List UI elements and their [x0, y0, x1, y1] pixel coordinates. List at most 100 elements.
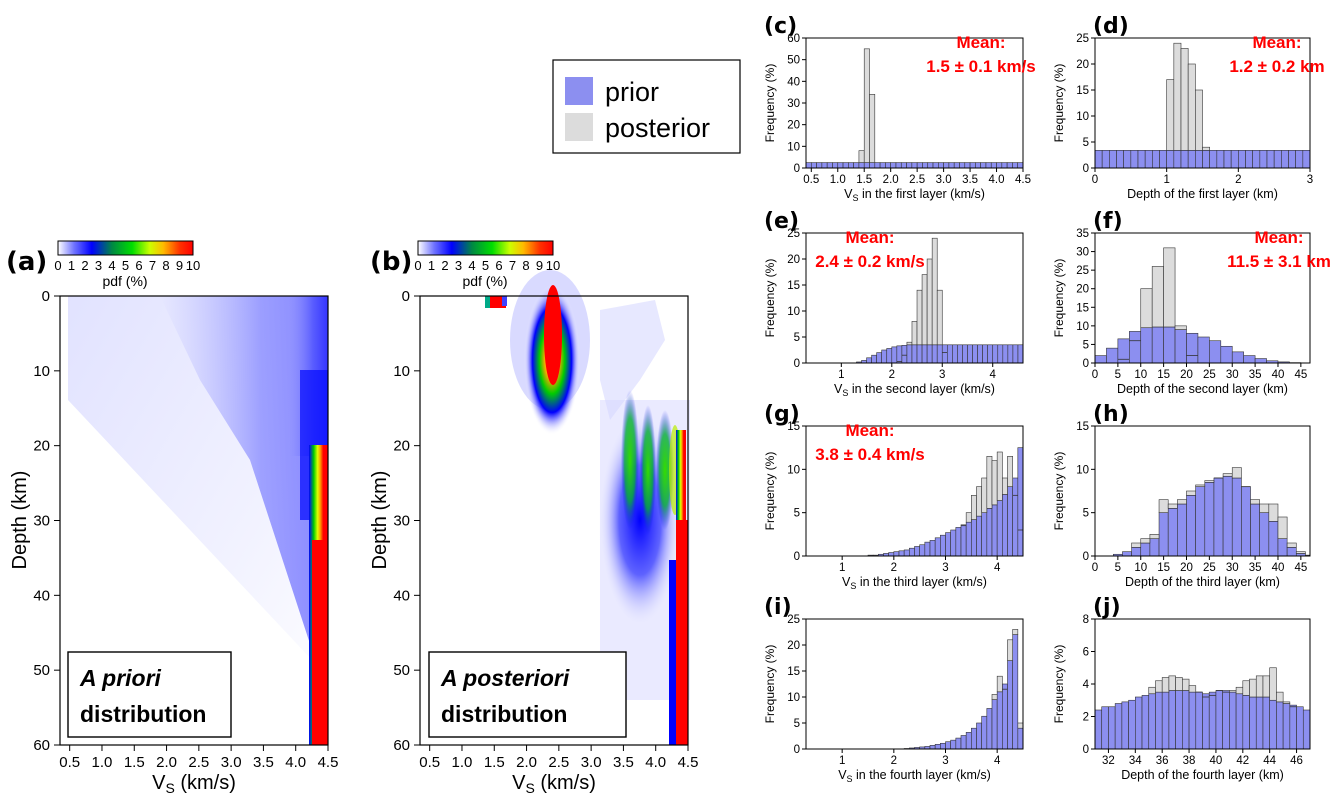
x-tick-label: 38: [1183, 755, 1196, 767]
x-tick-label: 3.5: [253, 754, 274, 771]
prior-bar: [1180, 150, 1189, 169]
y-tick-label: 25: [1076, 33, 1089, 45]
histogram-panels: (c)0.5 1.0 1.5 2.0 2.5 3.0 3.5 4.0 4.50102030405…: [763, 14, 1331, 784]
prior-bar: [929, 540, 936, 557]
mean-title: Mean:: [845, 421, 894, 440]
x-tick-label: 2.5: [548, 754, 569, 771]
prior-bar: [1216, 150, 1225, 169]
posterior-bar: [1131, 542, 1142, 548]
posterior-bar: [1188, 685, 1197, 693]
panel-a-inset-box: [67, 651, 232, 738]
prior-bar: [962, 344, 968, 364]
prior-bar: [863, 162, 870, 169]
x-tick-label: 1: [838, 369, 844, 381]
prior-bar: [960, 735, 967, 750]
prior-bar: [955, 737, 962, 750]
y-tick-label: 0: [1083, 163, 1089, 175]
posterior-bar: [1173, 42, 1182, 151]
panel-b-colorbar: [417, 240, 554, 256]
prior-bar: [947, 344, 953, 364]
posterior-bar: [1151, 266, 1164, 328]
x-tick-label: 20: [1180, 369, 1193, 381]
prior-bar: [945, 532, 951, 557]
y-tick-label: 10: [787, 692, 800, 704]
x-tick-label: 4.5: [678, 754, 699, 771]
prior-bar: [959, 162, 966, 169]
colorbar-tick-label: 0: [414, 258, 421, 273]
y-tick-label: 35: [1076, 228, 1089, 240]
prior-bar: [924, 541, 931, 557]
prior-bar: [911, 162, 918, 169]
panel-a: (a) 0 1 2 3 4 5 6 7 8 9 10 pdf (%) 0.5 1.0 1.5 2.0 2.5…: [6, 240, 339, 793]
histogram-panel: (e) 1 2 3 4 0 5 10 15 20 25 Frequency (%) VS in the …: [763, 209, 1024, 398]
y-tick-label: 0: [1083, 358, 1089, 370]
prior-bar: [929, 745, 936, 750]
prior-bar: [965, 521, 972, 557]
posterior-bar: [1007, 456, 1013, 487]
prior-bar: [976, 722, 982, 750]
panel-letter: (j): [1093, 595, 1121, 620]
prior-bar: [1252, 150, 1261, 169]
prior-bar: [1167, 508, 1178, 557]
x-tick-label: 3: [942, 562, 948, 574]
x-tick-label: 1.5: [484, 754, 505, 771]
prior-bar: [1159, 150, 1167, 169]
x-tick-label: 5: [1115, 562, 1121, 574]
posterior-bar: [1166, 79, 1175, 151]
histogram-panel: (c) 0.5 1.0 1.5 2.0 2.5 3.0 3.5 4.0 4.5 0 10 20 30 40 5…: [763, 14, 1036, 203]
prior-bar: [986, 508, 993, 557]
prior-bar: [1202, 150, 1210, 169]
legend-swatch-prior: [565, 77, 593, 105]
y-tick-label: 10: [787, 306, 800, 318]
y-axis-label: Frequency (%): [763, 645, 777, 724]
colorbar-tick-label: 4: [108, 258, 115, 273]
colorbar-tick-label: 1: [428, 258, 435, 273]
prior-bar: [941, 344, 948, 364]
posterior-bar: [1222, 473, 1233, 477]
panel-letter: (i): [764, 595, 792, 620]
posterior-bar: [1187, 63, 1196, 151]
posterior-bar: [1149, 534, 1160, 539]
panel-b-inset-line2: distribution: [441, 701, 567, 727]
prior-bar: [1002, 344, 1009, 364]
prior-bar: [931, 344, 938, 364]
prior-bar: [1017, 727, 1024, 750]
posterior-bar: [1002, 477, 1008, 495]
prior-bar: [1177, 503, 1187, 557]
prior-bar: [1204, 482, 1215, 557]
posterior-bar: [1259, 503, 1270, 513]
plot-frame: [1094, 425, 1311, 557]
prior-bar: [1276, 701, 1284, 750]
prior-bar: [914, 546, 920, 557]
x-tick-label: 2.0: [156, 754, 177, 771]
prior-bar: [906, 344, 913, 364]
prior-bar: [996, 691, 1003, 750]
y-tick-label: 60: [33, 737, 50, 754]
y-tick-label: 5: [794, 508, 800, 520]
colorbar-tick-label: 2: [441, 258, 448, 273]
prior-bar: [874, 162, 881, 169]
prior-bar: [1208, 691, 1217, 750]
colorbar-tick-label: 9: [536, 258, 543, 273]
posterior-bar: [1269, 667, 1277, 701]
colorbar-tick-label: 7: [509, 258, 516, 273]
mean-title: Mean:: [1252, 33, 1301, 52]
panel-b: (b) 0 1 2 3 4 5 6 7 8 9 10 pdf (%) 0.5 1.0 1.5 2.0 2.5…: [369, 240, 699, 793]
x-tick-label: 35: [1249, 562, 1262, 574]
prior-bar: [916, 344, 923, 364]
y-tick-label: 5: [794, 332, 800, 344]
prior-bar: [1222, 690, 1230, 750]
prior-bar: [1094, 355, 1107, 364]
prior-bar: [992, 344, 999, 364]
x-tick-label: 36: [1156, 755, 1169, 767]
x-tick-label: 10: [1134, 562, 1147, 574]
y-axis-label: Frequency (%): [1052, 64, 1066, 143]
y-tick-label: 60: [393, 737, 410, 754]
y-tick-label: 2: [1083, 712, 1089, 724]
prior-bar: [1273, 150, 1282, 169]
prior-bar: [1220, 345, 1233, 364]
x-tick-label: 4.5: [318, 754, 339, 771]
posterior-bar: [1161, 677, 1170, 693]
prior-bar: [1131, 547, 1142, 557]
prior-bar: [909, 547, 915, 557]
